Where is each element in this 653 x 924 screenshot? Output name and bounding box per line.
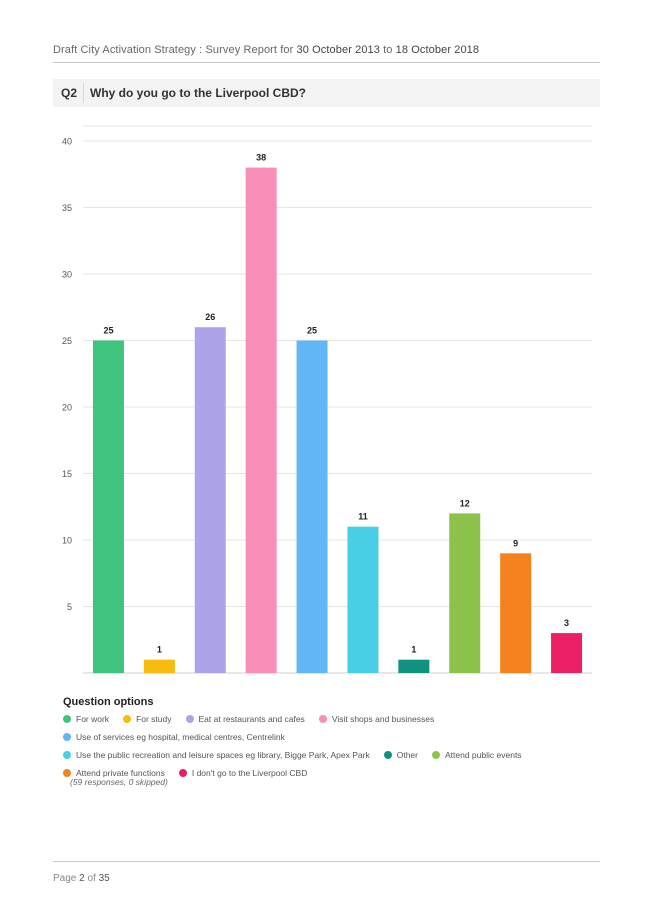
data-label-6: 11 (358, 512, 368, 522)
report-header: Draft City Activation Strategy : Survey … (53, 44, 479, 56)
legend-label: Attend private functions (76, 768, 165, 778)
y-tick-label-5: 5 (67, 602, 72, 612)
legend-item: Use the public recreation and leisure sp… (63, 750, 370, 760)
legend-label: I don't go to the Liverpool CBD (191, 768, 308, 778)
data-label-8: 12 (460, 498, 470, 508)
legend-item: Use of services eg hospital, medical cen… (63, 732, 285, 742)
question-bar: Q2 Why do you go to the Liverpool CBD? (53, 79, 600, 107)
response-summary: (59 responses, 0 skipped) (70, 777, 168, 787)
bar-10 (551, 633, 583, 673)
legend-swatch (63, 733, 71, 741)
legend-label: For work (76, 714, 110, 724)
legend-swatch (318, 715, 327, 723)
legend-item: I don't go to the Liverpool CBD (178, 768, 308, 778)
data-label-4: 38 (256, 153, 266, 163)
legend-item: Other (383, 750, 418, 760)
bar-5 (296, 340, 328, 673)
legend-row: For work For study Eat at restaurants and … (63, 714, 603, 732)
data-label-10: 3 (564, 618, 569, 628)
legend-item: For study (123, 714, 172, 724)
bar-8 (449, 513, 481, 673)
y-tick-label-20: 20 (62, 403, 72, 413)
legend-label: Use of services eg hospital, medical cen… (76, 732, 285, 742)
page-total: 35 (98, 873, 110, 884)
legend-row: Use of services eg hospital, medical cen… (63, 732, 603, 750)
legend-row: Attend private functions I don't go to th… (63, 768, 603, 786)
y-tick-label-15: 15 (62, 469, 72, 479)
legend-item: Eat at restaurants and cafes (185, 714, 305, 724)
legend-label: Use the public recreation and leisure sp… (76, 750, 370, 760)
legend-rows: For work For study Eat at restaurants and … (63, 714, 603, 786)
legend-label: Attend public events (445, 750, 522, 760)
legend-swatch (123, 715, 132, 723)
legend-item: Attend public events (432, 750, 522, 760)
legend-label: Other (396, 750, 418, 760)
legend-swatch (383, 751, 392, 759)
report-title: Draft City Activation Strategy (53, 44, 196, 56)
bar-2 (143, 659, 175, 673)
data-label-1: 25 (103, 326, 113, 336)
legend-label: Eat at restaurants and cafes (198, 714, 305, 724)
bar-6 (347, 526, 379, 673)
data-label-2: 1 (157, 645, 162, 655)
bar-7 (398, 659, 430, 673)
y-tick-label-35: 35 (62, 203, 72, 213)
legend-item: For work (63, 714, 109, 724)
bar-1 (92, 340, 124, 673)
bar-4 (245, 167, 277, 673)
data-label-5: 25 (307, 326, 317, 336)
header-separator: : (199, 44, 203, 56)
legend-row: Use the public recreation and leisure sp… (63, 750, 603, 768)
legend-swatch (432, 751, 440, 759)
legend: Question options For work For study Eat at… (63, 696, 603, 786)
y-tick-label-30: 30 (62, 270, 72, 280)
question-text: Why do you go to the Liverpool CBD? (90, 86, 306, 100)
y-tick-label-10: 10 (62, 536, 72, 546)
legend-label: For study (136, 714, 172, 724)
legend-swatch (185, 715, 194, 723)
legend-swatch (63, 769, 71, 777)
legend-title: Question options (63, 696, 154, 708)
question-number: Q2 (61, 86, 78, 100)
page-footer: Page 2 of 35 (53, 873, 110, 884)
to-word: to (383, 44, 393, 56)
date-to: 18 October 2018 (395, 44, 480, 56)
data-label-9: 9 (513, 538, 518, 548)
legend-swatch (63, 751, 71, 759)
y-tick-label-25: 25 (62, 336, 72, 346)
of-word: of (87, 873, 96, 884)
legend-label: Visit shops and businesses (331, 714, 435, 724)
legend-item: Attend private functions (63, 768, 165, 778)
date-from: 30 October 2013 (296, 44, 380, 56)
y-tick-label-40: 40 (62, 137, 72, 147)
page-number: 2 (79, 873, 85, 884)
page-word: Page (53, 873, 77, 884)
question-separator (83, 83, 84, 103)
legend-swatch (178, 769, 187, 777)
report-label: Survey Report for (205, 44, 294, 56)
legend-swatch (63, 715, 71, 723)
data-label-3: 26 (205, 312, 215, 322)
data-label-7: 1 (411, 645, 416, 655)
footer-divider (53, 861, 600, 862)
bar-9 (500, 553, 532, 673)
header-divider (53, 62, 600, 63)
bar-3 (194, 327, 226, 673)
legend-item: Visit shops and businesses (318, 714, 435, 724)
